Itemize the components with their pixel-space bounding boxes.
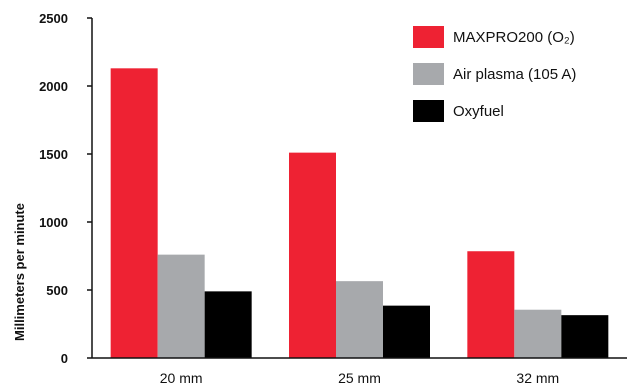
legend: MAXPRO200 (O₂) Air plasma (105 A) Oxyfuel: [413, 26, 576, 122]
bar-2-3: [514, 309, 562, 358]
legend-label: Air plasma (105 A): [453, 66, 576, 83]
x-tick-label: 32 mm: [516, 370, 559, 386]
legend-swatch: [413, 100, 444, 122]
x-tick-label: 20 mm: [160, 370, 203, 386]
y-axis-title: Millimeters per minute: [12, 203, 27, 341]
y-tick-label: 2500: [39, 11, 68, 26]
y-tick-label: 1500: [39, 147, 68, 162]
bar-3-2: [383, 305, 430, 358]
y-axis-ticks: 0 500 1000 1500 2000 2500: [39, 11, 92, 366]
bar-3-1: [204, 291, 252, 358]
y-tick-label: 0: [61, 351, 68, 366]
x-axis-ticks: 20 mm 25 mm 32 mm: [160, 370, 559, 386]
bar-2-1: [157, 254, 205, 358]
y-tick-label: 1000: [39, 215, 68, 230]
bar-1-2: [289, 152, 336, 358]
bar-1-3: [467, 251, 515, 358]
y-tick-label: 2000: [39, 79, 68, 94]
legend-label: MAXPRO200 (O₂): [453, 29, 575, 46]
y-tick-label: 500: [46, 283, 68, 298]
x-tick-label: 25 mm: [338, 370, 381, 386]
bar-1-1: [110, 68, 158, 358]
legend-label: Oxyfuel: [453, 103, 504, 120]
bars-group: [110, 68, 609, 358]
bar-2-2: [336, 281, 383, 358]
legend-swatch: [413, 63, 444, 85]
bar-3-3: [561, 315, 609, 358]
legend-swatch: [413, 26, 444, 48]
